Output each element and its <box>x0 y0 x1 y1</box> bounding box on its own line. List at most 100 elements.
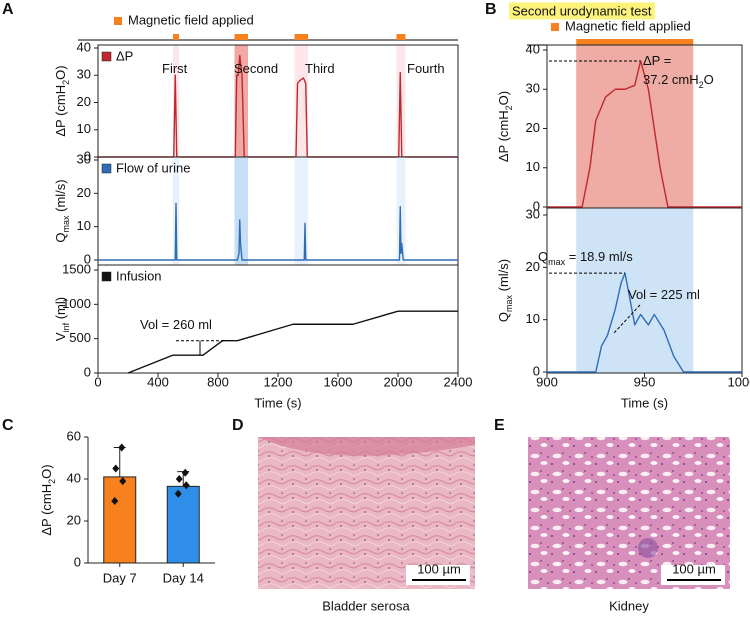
x-tick-label: 400 <box>147 374 169 389</box>
x-tick-label: 1200 <box>264 374 293 389</box>
data-point <box>112 464 120 473</box>
panel-letter: C <box>2 417 14 434</box>
annotation-part: ΔP = <box>643 53 671 68</box>
annotation: First <box>162 61 188 76</box>
y-tick-label: 0 <box>533 198 540 213</box>
y-axis-label-part: O) <box>496 91 511 105</box>
data-point <box>118 443 126 452</box>
annotation: Second <box>234 61 278 76</box>
y-tick-label: 20 <box>77 94 91 109</box>
annotation-part: 2 <box>699 80 704 90</box>
y-tick-label: 1000 <box>62 296 91 311</box>
y-tick-label: 10 <box>77 121 91 136</box>
y-axis-label-part: 2 <box>47 479 57 484</box>
legend-label: Flow of urine <box>116 160 190 175</box>
y-tick-label: 0 <box>74 554 81 569</box>
image-caption: Bladder serosa <box>322 598 410 613</box>
annotation-part: Third <box>305 61 335 76</box>
x-tick-label: 0 <box>94 374 101 389</box>
field-bar <box>294 34 308 40</box>
y-tick-label: 30 <box>526 206 540 221</box>
data-point <box>175 475 183 483</box>
y-tick-label: 40 <box>526 41 540 56</box>
error-bar <box>113 447 126 477</box>
legend-swatch <box>101 51 112 62</box>
x-tick-label: Day 14 <box>163 570 204 585</box>
annotation-part: First <box>162 61 188 76</box>
annotation: Fourth <box>407 61 445 76</box>
y-axis-label: ΔP (cmH2O) <box>496 91 514 162</box>
panel-letter: B <box>485 1 497 18</box>
field-bar <box>234 34 248 40</box>
y-tick-label: 60 <box>67 428 81 443</box>
annotation-part: = 18.9 ml/s <box>565 249 633 264</box>
bar <box>166 485 200 564</box>
x-axis-label: Time (s) <box>254 395 301 410</box>
chart-title: Second urodynamic test <box>512 3 652 18</box>
annotation-part: Vol = 225 ml <box>628 287 700 302</box>
muscle-layer <box>258 437 475 456</box>
legend-swatch <box>551 23 559 31</box>
y-axis-label: Vinf (ml) <box>53 297 71 341</box>
bar <box>103 476 137 564</box>
annotation-part: Second <box>234 61 278 76</box>
histology-image <box>258 437 475 589</box>
image-caption: Kidney <box>609 598 649 613</box>
y-tick-label: 20 <box>526 259 540 274</box>
y-tick-label: 40 <box>77 39 91 54</box>
legend-swatch <box>101 271 112 282</box>
y-tick-label: 40 <box>67 470 81 485</box>
y-tick-label: 0 <box>84 364 91 379</box>
data-line <box>547 60 742 208</box>
data-point <box>119 477 127 486</box>
annotation-part: max <box>548 257 566 267</box>
scale-bar-label: 100 µm <box>672 561 716 576</box>
x-tick-label: 950 <box>634 374 656 389</box>
y-axis-label-part: 2 <box>504 105 514 110</box>
annotation-part: Vol = 260 ml <box>140 317 212 332</box>
annotation: Vol = 225 ml <box>628 287 700 302</box>
panel-e: E 100 µm Kidney <box>494 417 730 613</box>
title-highlight <box>509 2 655 20</box>
y-axis-label-part: (ml/s) <box>496 259 511 295</box>
panel-letter: A <box>2 1 14 18</box>
y-tick-label: 20 <box>67 512 81 527</box>
y-tick-label: 20 <box>526 120 540 135</box>
y-tick-label: 30 <box>77 151 91 166</box>
field-bar <box>576 39 694 45</box>
glomerulus <box>638 538 658 558</box>
y-axis-label-part: Q <box>53 233 68 243</box>
x-tick-label: 2400 <box>444 374 473 389</box>
y-tick-label: 30 <box>77 67 91 82</box>
y-tick-label: 20 <box>77 185 91 200</box>
y-axis-label: Qmax (ml/s) <box>53 179 71 242</box>
y-tick-label: 500 <box>69 330 91 345</box>
scale-bar-label: 100 µm <box>417 561 461 576</box>
y-tick-label: 10 <box>77 218 91 233</box>
y-axis-label: ΔP (cmH2O) <box>39 464 57 535</box>
y-axis-label-part: Q <box>496 312 511 322</box>
x-tick-label: 800 <box>207 374 229 389</box>
legend-swatch <box>114 17 122 25</box>
panel-d: D 100 µm Bladder serosa <box>232 417 475 613</box>
data-line <box>98 202 458 261</box>
y-axis-label-part: O) <box>39 464 54 478</box>
data-point <box>182 481 190 490</box>
field-bar <box>396 34 406 40</box>
y-axis-label-part: ΔP (cmH <box>39 484 54 536</box>
y-axis-label-part: max <box>504 294 514 312</box>
x-axis-label: Time (s) <box>621 395 668 410</box>
y-axis-label: Qmax (ml/s) <box>496 259 514 322</box>
y-tick-label: 1500 <box>62 261 91 276</box>
y-tick-label: 30 <box>526 81 540 96</box>
y-axis-label-part: max <box>61 215 71 233</box>
field-bar <box>173 34 179 40</box>
annotation-part: O <box>704 72 714 87</box>
y-tick-label: 10 <box>526 159 540 174</box>
annotation: Vol = 260 ml <box>140 317 212 332</box>
y-axis-label-part: (ml) <box>53 297 68 323</box>
y-axis-label-part: V <box>53 332 68 341</box>
annotation: ΔP = <box>643 53 671 68</box>
y-tick-label: 0 <box>533 363 540 378</box>
